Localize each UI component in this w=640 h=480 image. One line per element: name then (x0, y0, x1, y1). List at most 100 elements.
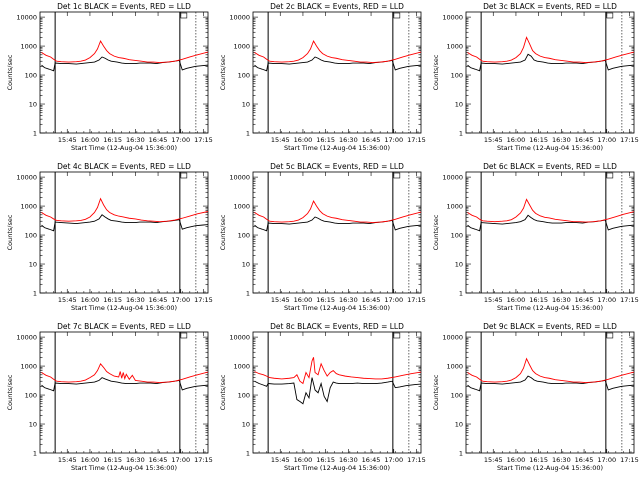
y-axis-label: Counts/sec (219, 214, 227, 250)
y-tick-label: 1 (459, 449, 463, 457)
attenuator-marker (606, 332, 614, 339)
x-tick-label: 15:45 (271, 296, 290, 304)
attenuator-marker (180, 12, 188, 19)
y-tick-label: 1 (33, 289, 37, 297)
plot-frame (39, 331, 209, 454)
y-tick-label: 10 (29, 100, 37, 108)
y-tick-label: 100 (238, 71, 250, 79)
x-tick-label: 15:45 (58, 296, 77, 304)
x-tick-label: 17:00 (171, 456, 190, 464)
x-tick-label: 17:00 (171, 136, 190, 144)
panel-det-7: Det 7c BLACK = Events, RED = LLD 1 10 100 10… (6, 322, 213, 472)
panel-det-3: Det 3c BLACK = Events, RED = LLD 1 10 100 10… (432, 2, 639, 152)
x-tick-label: 16:00 (81, 296, 100, 304)
panel-det-2: Det 2c BLACK = Events, RED = LLD 1 10 100 10… (219, 2, 426, 152)
series-events-line (41, 56, 208, 72)
series-events-line (254, 216, 421, 232)
y-tick-label: 10000 (229, 13, 250, 21)
x-tick-label: 16:30 (552, 296, 571, 304)
x-tick-label: 17:00 (597, 456, 616, 464)
x-tick-label: 15:45 (271, 136, 290, 144)
y-axis-label: Counts/sec (6, 54, 14, 90)
x-tick-label: 16:15 (529, 136, 548, 144)
plot-frame (465, 171, 635, 294)
x-tick-label: 17:15 (194, 136, 213, 144)
series-events-line (254, 56, 421, 72)
panel-title: Det 2c BLACK = Events, RED = LLD (270, 2, 404, 11)
x-axis-label: Start Time (12-Aug-04 15:36:00) (71, 304, 177, 312)
x-tick-label: 17:15 (620, 456, 639, 464)
y-tick-label: 100 (25, 71, 37, 79)
x-tick-label: 16:45 (149, 456, 168, 464)
plot-frame (39, 171, 209, 294)
plot-frame (252, 331, 422, 454)
x-tick-label: 16:45 (362, 296, 381, 304)
y-tick-label: 100 (25, 231, 37, 239)
x-tick-label: 17:00 (597, 136, 616, 144)
y-tick-label: 1 (33, 449, 37, 457)
x-tick-label: 16:00 (294, 296, 313, 304)
x-tick-label: 16:30 (552, 136, 571, 144)
x-tick-label: 17:15 (407, 296, 426, 304)
panel-title: Det 8c BLACK = Events, RED = LLD (270, 322, 404, 331)
attenuator-marker (180, 332, 188, 339)
series-lld-line (41, 39, 208, 64)
panel-title: Det 5c BLACK = Events, RED = LLD (270, 162, 404, 171)
x-tick-label: 17:15 (194, 296, 213, 304)
attenuator-marker (180, 172, 188, 179)
y-tick-label: 100 (238, 231, 250, 239)
y-tick-label: 1000 (233, 202, 250, 210)
y-tick-label: 10000 (442, 333, 463, 341)
x-tick-label: 17:00 (171, 296, 190, 304)
series-lld-line (41, 362, 208, 384)
series-lld-line (41, 197, 208, 223)
y-tick-label: 10000 (16, 173, 37, 181)
plot-frame (465, 11, 635, 134)
x-tick-label: 17:15 (620, 296, 639, 304)
plot-frame (465, 331, 635, 454)
y-tick-label: 1000 (20, 362, 37, 370)
y-tick-label: 10000 (229, 333, 250, 341)
x-tick-label: 17:00 (384, 296, 403, 304)
x-tick-label: 17:00 (384, 456, 403, 464)
x-tick-label: 16:45 (575, 296, 594, 304)
y-tick-label: 1 (459, 289, 463, 297)
y-tick-label: 1000 (446, 362, 463, 370)
y-axis-label: Counts/sec (219, 54, 227, 90)
x-tick-label: 15:45 (484, 136, 503, 144)
x-tick-label: 17:15 (620, 136, 639, 144)
y-tick-label: 1000 (233, 362, 250, 370)
attenuator-marker (393, 12, 401, 19)
y-tick-label: 1000 (446, 42, 463, 50)
y-axis-label: Counts/sec (6, 214, 14, 250)
y-tick-label: 1 (246, 289, 250, 297)
series-events-line (467, 214, 634, 232)
x-tick-label: 16:15 (316, 456, 335, 464)
series-events-line (41, 377, 208, 392)
y-tick-label: 10 (455, 420, 463, 428)
series-events-line (41, 214, 208, 232)
y-tick-label: 10000 (16, 333, 37, 341)
y-tick-label: 10 (242, 100, 250, 108)
y-axis-label: Counts/sec (219, 374, 227, 410)
x-axis-label: Start Time (12-Aug-04 15:36:00) (284, 464, 390, 472)
panel-title: Det 4c BLACK = Events, RED = LLD (57, 162, 191, 171)
x-tick-label: 16:15 (103, 456, 122, 464)
panel-det-4: Det 4c BLACK = Events, RED = LLD 1 10 100 10… (6, 162, 213, 312)
x-axis-label: Start Time (12-Aug-04 15:36:00) (71, 144, 177, 152)
panel-det-1: Det 1c BLACK = Events, RED = LLD 1 10 100 10… (6, 2, 213, 152)
x-tick-label: 16:45 (149, 136, 168, 144)
series-events-line (467, 375, 634, 392)
y-tick-label: 1000 (233, 42, 250, 50)
x-tick-label: 16:30 (552, 456, 571, 464)
x-tick-label: 16:00 (81, 136, 100, 144)
y-tick-label: 1 (33, 129, 37, 137)
x-axis-label: Start Time (12-Aug-04 15:36:00) (71, 464, 177, 472)
y-axis-label: Counts/sec (432, 54, 440, 90)
x-tick-label: 16:00 (294, 136, 313, 144)
y-tick-label: 1000 (20, 202, 37, 210)
series-events-line (254, 377, 421, 405)
attenuator-marker (393, 172, 401, 179)
attenuator-marker (606, 172, 614, 179)
attenuator-marker (606, 12, 614, 19)
